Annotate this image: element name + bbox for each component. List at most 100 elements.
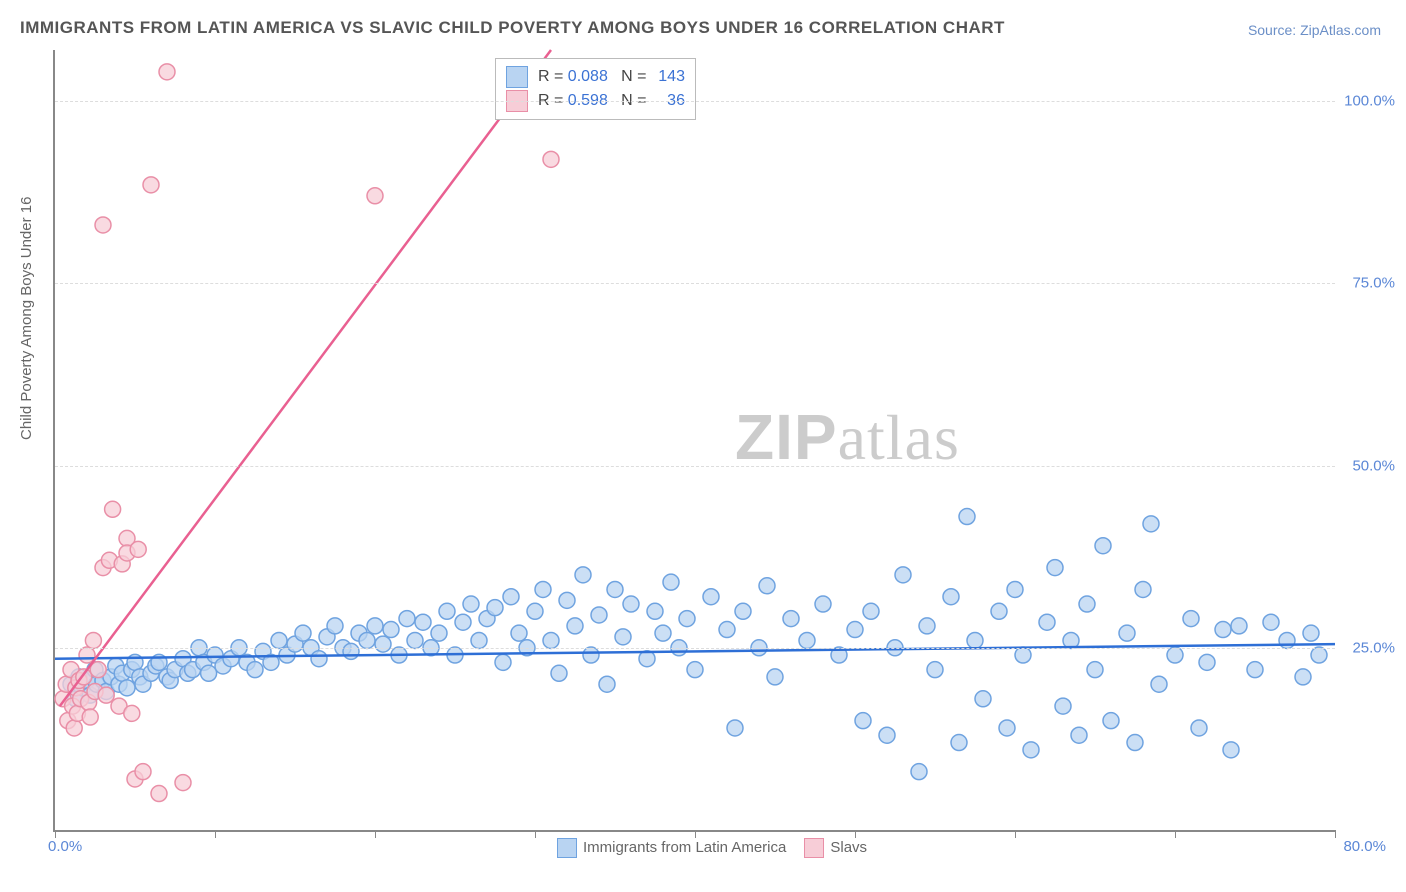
data-point <box>175 775 191 791</box>
data-point <box>130 541 146 557</box>
data-point <box>1303 625 1319 641</box>
data-point <box>119 680 135 696</box>
data-point <box>201 665 217 681</box>
data-point <box>927 662 943 678</box>
x-tick <box>1015 830 1016 838</box>
data-point <box>105 501 121 517</box>
data-point <box>895 567 911 583</box>
legend-label: Slavs <box>830 839 867 856</box>
legend-swatch <box>557 838 577 858</box>
data-point <box>124 705 140 721</box>
data-point <box>135 764 151 780</box>
data-point <box>1231 618 1247 634</box>
y-tick-label: 50.0% <box>1340 457 1395 474</box>
r-value: 0.088 <box>568 68 608 85</box>
y-tick-label: 75.0% <box>1340 275 1395 292</box>
plot-area: ZIPatlas R = 0.088 N = 143R = 0.598 N = … <box>53 50 1335 832</box>
data-point <box>1263 614 1279 630</box>
data-point <box>82 709 98 725</box>
data-point <box>1047 560 1063 576</box>
data-point <box>143 177 159 193</box>
data-point <box>863 603 879 619</box>
data-point <box>663 574 679 590</box>
data-point <box>567 618 583 634</box>
data-point <box>471 632 487 648</box>
x-tick <box>215 830 216 838</box>
data-point <box>967 632 983 648</box>
data-point <box>999 720 1015 736</box>
data-point <box>159 64 175 80</box>
data-point <box>367 618 383 634</box>
chart-title: IMMIGRANTS FROM LATIN AMERICA VS SLAVIC … <box>20 18 1005 38</box>
data-point <box>951 735 967 751</box>
data-point <box>815 596 831 612</box>
data-point <box>783 611 799 627</box>
data-point <box>1135 581 1151 597</box>
data-point <box>1055 698 1071 714</box>
data-point <box>583 647 599 663</box>
data-point <box>535 581 551 597</box>
data-point <box>919 618 935 634</box>
source-label: Source: ZipAtlas.com <box>1248 22 1381 38</box>
n-value: 143 <box>651 65 685 89</box>
data-point <box>1023 742 1039 758</box>
gridline-h <box>55 101 1335 102</box>
data-point <box>847 622 863 638</box>
data-point <box>759 578 775 594</box>
data-point <box>727 720 743 736</box>
data-point <box>607 581 623 597</box>
data-point <box>463 596 479 612</box>
data-point <box>1127 735 1143 751</box>
gridline-h <box>55 648 1335 649</box>
data-point <box>559 592 575 608</box>
data-point <box>543 151 559 167</box>
data-point <box>655 625 671 641</box>
data-point <box>311 651 327 667</box>
data-point <box>879 727 895 743</box>
data-point <box>1279 632 1295 648</box>
data-point <box>1151 676 1167 692</box>
data-point <box>151 786 167 802</box>
data-point <box>1223 742 1239 758</box>
data-point <box>1183 611 1199 627</box>
x-tick <box>375 830 376 838</box>
data-point <box>591 607 607 623</box>
r-label: R = <box>538 68 568 85</box>
data-point <box>95 217 111 233</box>
data-point <box>767 669 783 685</box>
data-point <box>959 509 975 525</box>
data-point <box>703 589 719 605</box>
data-point <box>375 636 391 652</box>
data-point <box>1103 713 1119 729</box>
data-point <box>1295 669 1311 685</box>
data-point <box>1039 614 1055 630</box>
data-point <box>271 632 287 648</box>
data-point <box>367 188 383 204</box>
data-point <box>615 629 631 645</box>
data-point <box>327 618 343 634</box>
data-point <box>98 687 114 703</box>
data-point <box>1167 647 1183 663</box>
data-point <box>1199 654 1215 670</box>
legend-swatch <box>506 66 528 88</box>
data-point <box>359 632 375 648</box>
x-tick <box>55 830 56 838</box>
data-point <box>1215 622 1231 638</box>
x-tick <box>535 830 536 838</box>
gridline-h <box>55 466 1335 467</box>
data-point <box>599 676 615 692</box>
data-point <box>623 596 639 612</box>
x-tick <box>1335 830 1336 838</box>
data-point <box>1087 662 1103 678</box>
legend-swatch <box>804 838 824 858</box>
data-point <box>575 567 591 583</box>
gridline-h <box>55 283 1335 284</box>
data-point <box>407 632 423 648</box>
data-point <box>431 625 447 641</box>
data-point <box>495 654 511 670</box>
data-point <box>1079 596 1095 612</box>
data-point <box>455 614 471 630</box>
n-label: N = <box>608 68 651 85</box>
data-point <box>1247 662 1263 678</box>
data-point <box>991 603 1007 619</box>
